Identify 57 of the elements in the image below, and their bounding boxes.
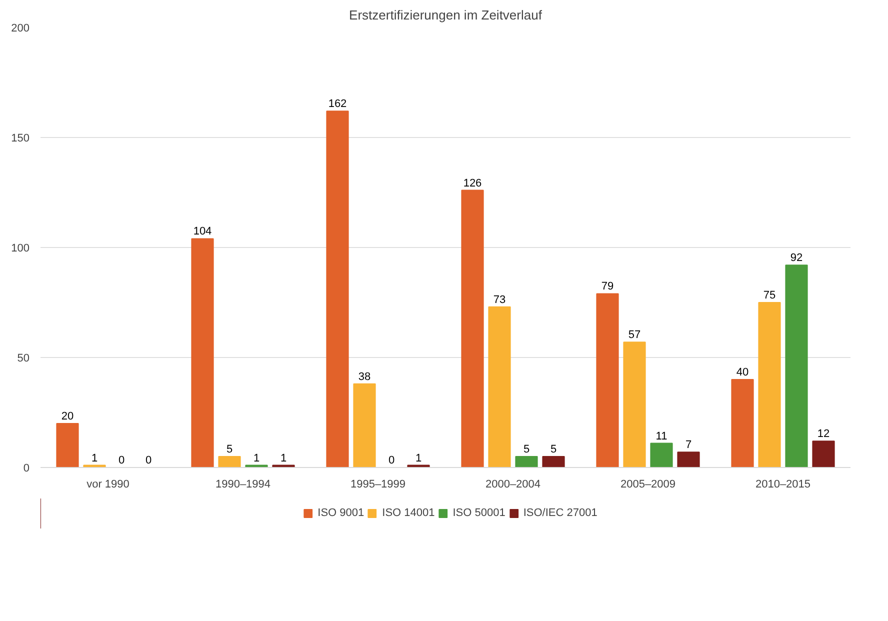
data-label: 1 bbox=[415, 452, 422, 464]
bar bbox=[542, 456, 565, 468]
data-label: 92 bbox=[790, 252, 803, 264]
data-label: 0 bbox=[118, 454, 125, 466]
bar bbox=[785, 264, 808, 468]
bar bbox=[677, 452, 700, 468]
bar bbox=[596, 293, 619, 468]
bar bbox=[650, 442, 673, 468]
data-label: 5 bbox=[226, 444, 233, 456]
data-label: 1 bbox=[280, 452, 287, 464]
bar bbox=[731, 379, 754, 468]
data-label: 20 bbox=[61, 410, 74, 422]
data-label: 12 bbox=[817, 428, 830, 440]
legend-label: ISO 14001 bbox=[382, 507, 435, 519]
x-tick-label: 2005–2009 bbox=[620, 478, 676, 490]
bar bbox=[191, 238, 214, 468]
y-tick-label: 100 bbox=[11, 242, 30, 254]
bar bbox=[218, 456, 241, 468]
bar bbox=[515, 456, 538, 468]
data-label: 1 bbox=[253, 452, 260, 464]
data-label: 73 bbox=[493, 294, 506, 306]
chart-title: Erstzertifizierungen im Zeitverlauf bbox=[349, 8, 542, 22]
x-tick-label: vor 1990 bbox=[86, 478, 130, 490]
x-tick-label: 2000–2004 bbox=[485, 478, 541, 490]
data-label: 11 bbox=[656, 430, 668, 442]
data-label: 0 bbox=[388, 454, 395, 466]
legend-label: ISO/IEC 27001 bbox=[523, 507, 598, 519]
data-label: 7 bbox=[685, 439, 692, 452]
x-tick-label: 1990–1994 bbox=[215, 478, 271, 490]
legend-label: ISO 50001 bbox=[452, 507, 506, 519]
legend-label: ISO 9001 bbox=[318, 507, 364, 519]
y-tick-label: 0 bbox=[23, 462, 30, 474]
data-label: 1 bbox=[91, 452, 98, 464]
x-tick-label: 2010–2015 bbox=[755, 478, 811, 490]
data-label: 79 bbox=[601, 280, 614, 293]
bar bbox=[758, 302, 781, 468]
data-label: 75 bbox=[763, 290, 776, 302]
bar bbox=[56, 423, 79, 468]
bar bbox=[326, 110, 349, 468]
data-label: 57 bbox=[628, 329, 641, 342]
y-tick-label: 200 bbox=[11, 22, 30, 34]
data-label: 0 bbox=[145, 454, 152, 466]
bar bbox=[623, 342, 646, 468]
data-label: 38 bbox=[358, 370, 371, 383]
y-tick-label: 50 bbox=[17, 352, 30, 364]
bar bbox=[812, 440, 835, 468]
data-label: 5 bbox=[550, 444, 557, 456]
data-label: 104 bbox=[193, 226, 212, 238]
data-label: 162 bbox=[328, 98, 347, 110]
data-label: 5 bbox=[523, 444, 530, 456]
bar bbox=[353, 383, 376, 468]
bar bbox=[461, 190, 484, 468]
data-label: 40 bbox=[736, 366, 749, 378]
data-label: 126 bbox=[463, 177, 482, 190]
x-tick-label: 1995–1999 bbox=[350, 478, 406, 490]
bar bbox=[488, 306, 511, 468]
y-tick-label: 150 bbox=[11, 132, 30, 144]
